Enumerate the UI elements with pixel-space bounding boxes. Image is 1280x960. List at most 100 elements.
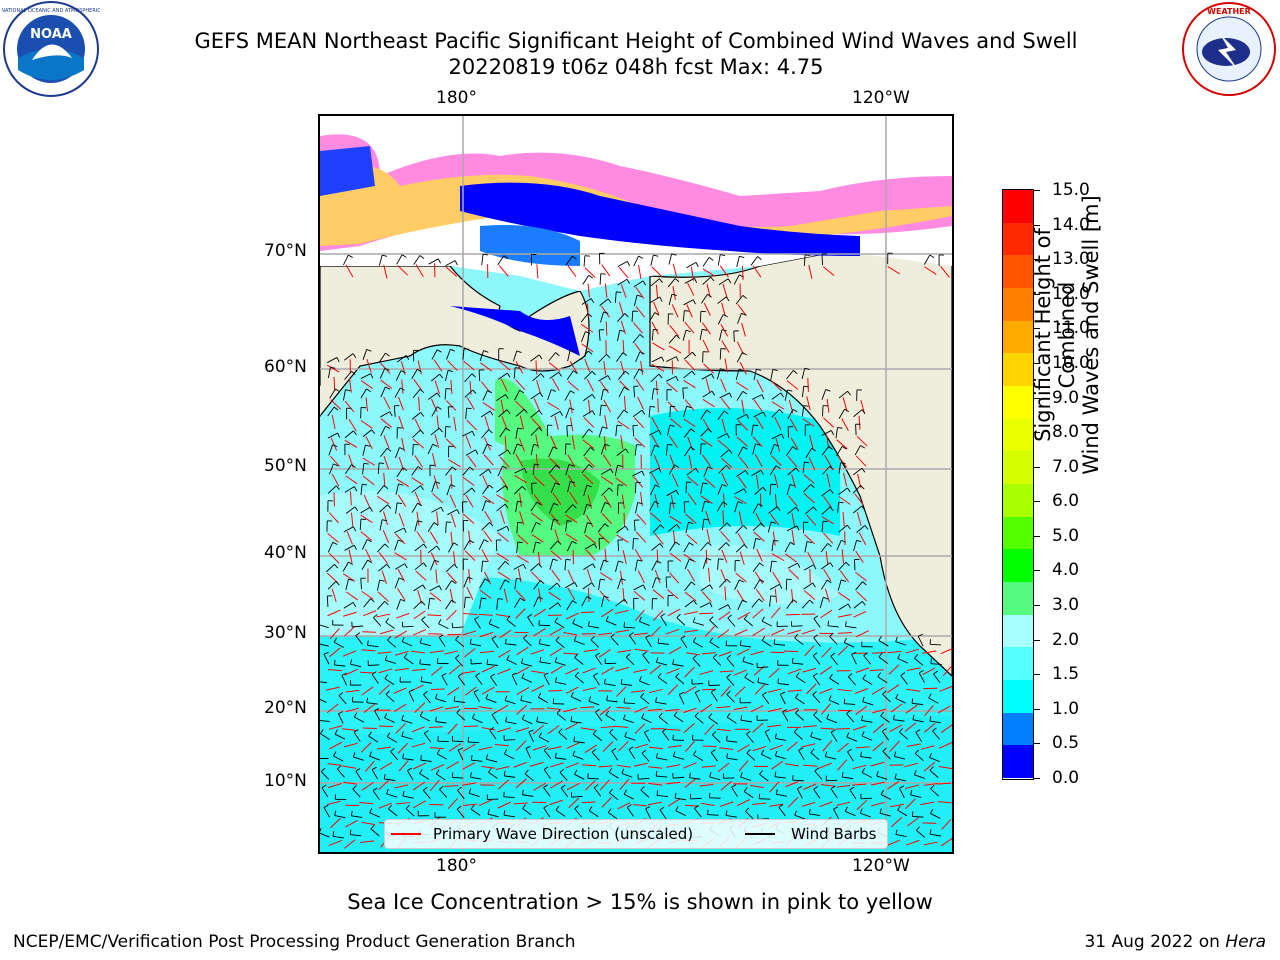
wind-barb-flag <box>895 636 898 642</box>
wind-barb-flag <box>440 506 444 512</box>
wind-barb <box>588 700 600 706</box>
wind-barb <box>693 754 704 761</box>
wave-direction-arrow <box>497 779 510 790</box>
wind-barb <box>606 620 617 626</box>
wind-barb-flag <box>709 637 714 643</box>
colorbar-segment <box>1003 386 1033 420</box>
wind-barb <box>665 577 668 589</box>
wind-barb-flag <box>860 751 862 757</box>
wave-direction-arrow <box>428 726 443 729</box>
wind-barb-flag <box>401 254 407 258</box>
wind-barb-flag <box>436 749 441 755</box>
wind-barb <box>643 732 651 743</box>
wind-barb <box>667 424 671 436</box>
wind-barb <box>402 795 414 799</box>
wave-direction-arrow <box>394 784 409 789</box>
wind-barb <box>327 357 338 364</box>
wind-barb-flag <box>488 429 493 434</box>
colorbar-tick-label: 9.0 <box>1052 387 1080 408</box>
wave-direction-arrow <box>684 359 696 371</box>
wind-barb <box>405 808 415 817</box>
wave-direction-arrow <box>737 533 746 546</box>
wave-direction-arrow <box>858 532 867 546</box>
wind-barb-flag <box>725 465 731 470</box>
wind-barb-flag <box>611 747 617 752</box>
wind-barb-flag <box>933 670 938 675</box>
wave-direction-arrow <box>669 515 682 524</box>
wave-direction-arrow <box>376 613 391 618</box>
wave-direction-arrow <box>436 415 440 430</box>
wind-barb <box>598 538 601 550</box>
wind-barb <box>673 715 684 723</box>
wave-direction-arrow <box>549 647 563 657</box>
wind-barb <box>584 370 593 380</box>
wind-barb-flag <box>586 596 592 600</box>
wave-direction-arrow <box>634 648 649 652</box>
wind-barb <box>521 662 533 667</box>
wave-direction-arrow <box>623 512 626 527</box>
wave-direction-arrow <box>466 397 475 410</box>
wind-barb <box>734 488 745 495</box>
wind-barb-flag <box>804 367 810 370</box>
wave-direction-arrow <box>326 364 340 373</box>
wave-direction-arrow <box>344 668 358 676</box>
wind-barb-flag <box>918 670 924 674</box>
wind-barb <box>504 739 516 741</box>
wind-barb <box>543 807 551 818</box>
wind-barb <box>351 815 363 818</box>
wind-barb <box>684 558 690 570</box>
wind-barb-flag <box>862 696 865 702</box>
wind-barb <box>504 753 515 760</box>
wind-barb <box>814 770 823 780</box>
wind-barb-flag <box>417 466 423 470</box>
wind-barb-flag <box>829 632 834 637</box>
wave-direction-arrow <box>619 778 630 790</box>
wind-barb <box>700 542 709 552</box>
wave-direction-arrow <box>756 548 763 562</box>
wind-barb <box>344 371 352 380</box>
wave-direction-arrow <box>603 495 612 508</box>
wind-barb-flag <box>845 561 850 567</box>
wind-barb <box>718 278 729 286</box>
wind-barb <box>928 697 939 704</box>
wind-barb <box>320 832 330 838</box>
svg-text:NOAA: NOAA <box>30 27 72 42</box>
wave-direction-arrow <box>381 570 387 584</box>
wind-barb <box>683 406 688 417</box>
wave-direction-arrow <box>462 743 476 752</box>
wave-direction-arrow <box>841 549 845 564</box>
wind-barb <box>371 769 379 780</box>
wave-direction-arrow <box>331 473 340 487</box>
wind-barb-flag <box>353 526 357 532</box>
wind-barb-flag <box>568 464 574 467</box>
wind-barb-flag <box>813 615 819 619</box>
wind-barb <box>769 583 780 590</box>
wind-barb-flag <box>465 596 471 599</box>
wind-barb-flag <box>506 372 511 378</box>
wave-direction-arrow <box>667 589 679 599</box>
wind-barb <box>736 413 747 420</box>
wave-direction-arrow <box>668 646 682 655</box>
wind-barb <box>378 254 383 266</box>
wave-direction-arrow <box>601 666 614 675</box>
wind-barb-flag <box>877 672 882 678</box>
wind-barb <box>590 639 600 648</box>
wind-barb <box>897 658 908 664</box>
wave-direction-arrow <box>497 668 511 675</box>
wind-barb <box>362 349 368 360</box>
wind-barb-flag <box>485 500 491 503</box>
wave-direction-arrow <box>856 590 867 602</box>
wave-direction-arrow <box>445 706 459 710</box>
wave-direction-arrow <box>345 689 360 693</box>
wind-barb <box>829 677 840 685</box>
wind-barb-flag <box>680 635 686 640</box>
wind-barb <box>802 462 805 474</box>
wave-direction-arrow <box>328 725 343 730</box>
wind-barb-flag <box>323 804 329 808</box>
wind-barb-flag <box>539 580 545 584</box>
wave-direction-arrow <box>549 474 561 486</box>
wave-direction-arrow <box>686 304 693 318</box>
wave-direction-arrow <box>886 684 900 693</box>
wind-barb-flag <box>488 619 492 624</box>
wave-direction-arrow <box>924 266 937 275</box>
